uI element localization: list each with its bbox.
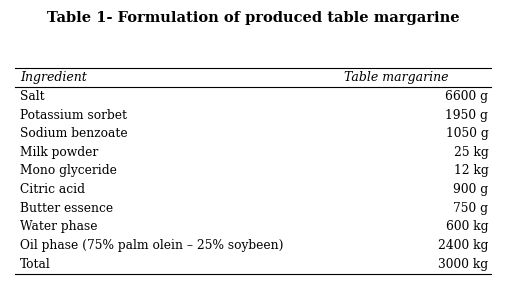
- Text: Table margarine: Table margarine: [343, 71, 448, 84]
- Text: 2400 kg: 2400 kg: [437, 239, 487, 252]
- Text: 3000 kg: 3000 kg: [437, 258, 487, 271]
- Text: 1050 g: 1050 g: [445, 127, 487, 140]
- Text: Butter essence: Butter essence: [20, 202, 113, 215]
- Text: Ingredient: Ingredient: [20, 71, 87, 84]
- Text: 6600 g: 6600 g: [444, 90, 487, 103]
- Text: 600 kg: 600 kg: [445, 221, 487, 233]
- Text: Milk powder: Milk powder: [20, 146, 98, 159]
- Text: Water phase: Water phase: [20, 221, 97, 233]
- Text: Salt: Salt: [20, 90, 45, 103]
- Text: 900 g: 900 g: [452, 183, 487, 196]
- Text: 25 kg: 25 kg: [452, 146, 487, 159]
- Text: Oil phase (75% palm olein – 25% soybeen): Oil phase (75% palm olein – 25% soybeen): [20, 239, 283, 252]
- Text: 750 g: 750 g: [452, 202, 487, 215]
- Text: Potassium sorbet: Potassium sorbet: [20, 109, 127, 121]
- Text: Sodium benzoate: Sodium benzoate: [20, 127, 128, 140]
- Text: 12 kg: 12 kg: [452, 164, 487, 178]
- Text: 1950 g: 1950 g: [444, 109, 487, 121]
- Text: Citric acid: Citric acid: [20, 183, 85, 196]
- Text: Mono glyceride: Mono glyceride: [20, 164, 117, 178]
- Text: Total: Total: [20, 258, 51, 271]
- Text: Table 1- Formulation of produced table margarine: Table 1- Formulation of produced table m…: [46, 11, 459, 25]
